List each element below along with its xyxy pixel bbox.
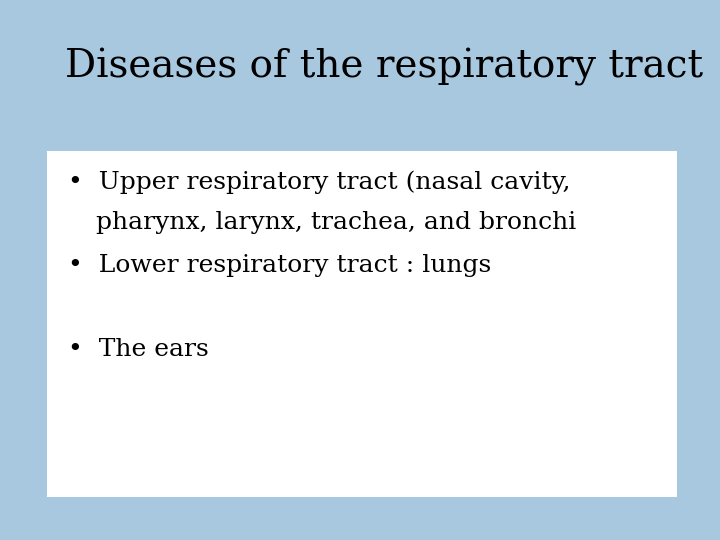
Text: •  Upper respiratory tract (nasal cavity,: • Upper respiratory tract (nasal cavity, [68,170,571,194]
Text: Diseases of the respiratory tract: Diseases of the respiratory tract [65,49,703,86]
Text: •  The ears: • The ears [68,338,209,361]
Text: pharynx, larynx, trachea, and bronchi: pharynx, larynx, trachea, and bronchi [96,211,576,234]
FancyBboxPatch shape [47,151,677,497]
Text: •  Lower respiratory tract : lungs: • Lower respiratory tract : lungs [68,254,492,277]
